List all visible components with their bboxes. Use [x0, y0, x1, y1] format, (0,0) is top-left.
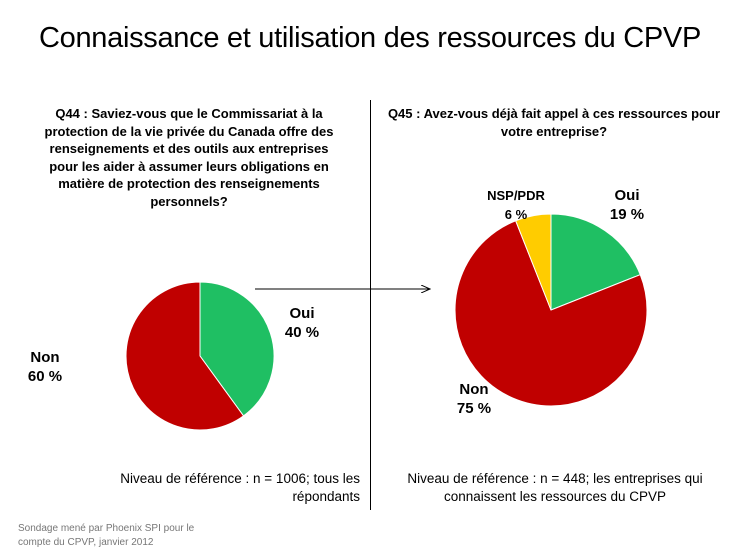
q45-slice-non	[454, 220, 648, 407]
q45-oui-label: Oui 19 %	[597, 186, 657, 224]
q44-oui-value: 40 %	[284, 324, 320, 341]
q44-question-line: personnels?	[150, 193, 228, 209]
q45-base-line: connaissent les ressources du CPVP	[443, 489, 667, 504]
q44-question: Q44 : Saviez-vous que le Commissariat à …	[18, 105, 360, 210]
q45-question: Q45 : Avez-vous déjà fait appel à ces re…	[374, 105, 734, 140]
footnote-line: Sondage mené par Phoenix SPI pour le	[18, 523, 195, 534]
q44-oui-label: Oui 40 %	[278, 304, 326, 342]
source-footnote: Sondage mené par Phoenix SPI pour le com…	[18, 522, 248, 549]
q45-base-line: Niveau de référence : n = 448; les entre…	[407, 471, 703, 486]
q44-base-line: Niveau de référence : n = 1006; tous les	[120, 471, 360, 486]
q45-question-line: Q45 : Avez-vous déjà fait appel à ces re…	[387, 106, 721, 121]
q44-non-value: 60 %	[27, 368, 63, 385]
q44-base-line: répondants	[292, 489, 360, 504]
q45-non-name: Non	[459, 381, 489, 398]
q44-question-line: pour les aider à assumer leurs obligatio…	[49, 158, 329, 174]
q44-oui-name: Oui	[289, 305, 315, 322]
q45-question-line: votre entreprise?	[500, 123, 608, 139]
vertical-divider	[370, 100, 371, 510]
q44-non-label: Non 60 %	[20, 348, 70, 386]
q44-slice-oui	[199, 281, 275, 417]
q45-nsp-label: NSP/PDR 6 %	[478, 186, 554, 224]
q45-slice-oui	[550, 213, 641, 311]
q45-slice-nsp-pdr	[515, 213, 552, 311]
q45-oui-name: Oui	[614, 187, 640, 204]
q44-non-name: Non	[30, 349, 60, 366]
q44-pie	[125, 281, 275, 431]
q44-question-line: renseignements et des outils aux entrepr…	[49, 141, 329, 156]
page-title: Connaissance et utilisation des ressourc…	[38, 22, 702, 54]
q44-base-note: Niveau de référence : n = 1006; tous les…	[60, 470, 360, 506]
q45-nsp-name: NSP/PDR	[487, 188, 545, 203]
q44-question-line: Q44 : Saviez-vous que le Commissariat à …	[55, 106, 323, 121]
q44-question-line: protection de la vie privée du Canada of…	[44, 123, 334, 139]
q45-nsp-value: 6 %	[504, 207, 528, 222]
q45-non-value: 75 %	[456, 400, 492, 417]
q45-oui-value: 19 %	[609, 206, 645, 223]
q45-pie	[454, 213, 648, 407]
q45-base-note: Niveau de référence : n = 448; les entre…	[376, 470, 734, 506]
q45-non-label: Non 75 %	[447, 380, 501, 418]
q44-question-line: matière de protection des renseignements	[58, 176, 320, 191]
footnote-line: compte du CPVP, janvier 2012	[18, 536, 154, 548]
q44-slice-non	[125, 281, 245, 431]
